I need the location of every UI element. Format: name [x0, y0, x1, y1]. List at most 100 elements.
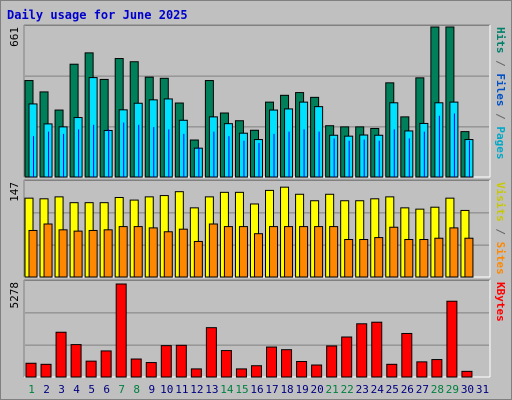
sites-bar: [223, 226, 233, 278]
x-tick-label: 7: [118, 383, 125, 396]
kbytes-bar: [416, 361, 428, 378]
kbytes-bar: [296, 360, 308, 378]
sites-bar: [148, 227, 158, 278]
sites-bar: [208, 223, 218, 278]
kbytes-bar: [431, 359, 443, 378]
kbytes-bar: [235, 368, 247, 378]
x-tick-label: 13: [205, 383, 218, 396]
sites-bar: [284, 226, 294, 278]
x-tick-label: 30: [461, 383, 474, 396]
middle-panel: [23, 179, 491, 278]
kbytes-bar: [356, 323, 368, 378]
middle-legend-part: /: [494, 222, 507, 242]
top-legend-part: Pages: [494, 126, 507, 159]
kbytes-bar: [250, 365, 262, 378]
kbytes-bar: [85, 360, 97, 378]
kbytes-bar: [160, 345, 172, 378]
x-tick-label: 2: [43, 383, 50, 396]
sites-bar: [419, 239, 429, 278]
x-tick-label: 14: [220, 383, 234, 396]
x-tick-label: 12: [190, 383, 203, 396]
kbytes-bar: [205, 327, 217, 378]
top-legend: Hits / Files / Pages: [494, 27, 507, 160]
top-legend-part: /: [494, 107, 507, 127]
x-tick-label: 6: [103, 383, 110, 396]
kbytes-bar: [386, 363, 398, 378]
bottom-max-label: 5278: [8, 282, 21, 309]
x-tick-label: 5: [88, 383, 95, 396]
kbytes-bar: [326, 345, 338, 378]
kbytes-bar: [130, 358, 142, 378]
top-panel: [23, 24, 491, 178]
x-tick-label: 24: [371, 383, 385, 396]
sites-bar: [238, 226, 248, 278]
chart-title: Daily usage for June 2025: [7, 8, 188, 22]
sites-bar: [434, 237, 444, 278]
kbytes-bar: [220, 350, 232, 378]
sites-bar: [389, 226, 399, 278]
kbytes-bar: [190, 368, 202, 378]
sites-bar: [344, 239, 354, 278]
kbytes-bar: [100, 350, 112, 378]
x-tick-label: 18: [280, 383, 293, 396]
sites-bar: [359, 239, 369, 278]
kbytes-bar: [145, 362, 157, 378]
x-tick-label: 4: [73, 383, 80, 396]
x-tick-label: 28: [431, 383, 444, 396]
sites-bar: [299, 226, 309, 278]
middle-legend: Visits / Sites: [494, 182, 507, 275]
kbytes-bar: [115, 283, 127, 378]
x-tick-label: 27: [416, 383, 429, 396]
x-tick-label: 1: [28, 383, 35, 396]
kbytes-bar: [70, 344, 82, 378]
kbytes-bar: [175, 344, 187, 378]
kbytes-bar: [371, 321, 383, 378]
sites-bar: [163, 231, 173, 278]
sites-bar: [178, 228, 188, 278]
x-tick-label: 8: [133, 383, 140, 396]
bottom-legend: KBytes: [494, 282, 507, 322]
middle-max-label: 147: [8, 182, 21, 202]
kbytes-bar: [446, 300, 458, 378]
sites-bar: [329, 226, 339, 278]
x-tick-label: 15: [235, 383, 248, 396]
x-tick-label: 10: [160, 383, 173, 396]
kbytes-bar: [311, 364, 323, 378]
x-tick-label: 31: [476, 383, 489, 396]
kbytes-bar: [25, 362, 37, 378]
sites-bar: [193, 240, 203, 278]
sites-bar: [43, 223, 53, 278]
middle-legend-part: Visits: [494, 182, 507, 222]
top-max-label: 661: [8, 27, 21, 47]
bottom-panel: [23, 279, 491, 378]
x-tick-label: 20: [311, 383, 324, 396]
kbytes-bar: [40, 363, 52, 378]
middle-legend-part: Sites: [494, 242, 507, 275]
x-tick-label: 29: [446, 383, 459, 396]
x-tick-label: 16: [250, 383, 263, 396]
sites-bar: [133, 226, 143, 278]
sites-bar: [58, 229, 68, 278]
kbytes-bar: [401, 332, 413, 378]
top-legend-part: /: [494, 54, 507, 74]
sites-bar: [449, 227, 459, 278]
sites-bar: [73, 230, 83, 278]
sites-bar: [103, 229, 113, 278]
sites-bar: [374, 237, 384, 278]
sites-bar: [314, 226, 324, 278]
kbytes-bar: [281, 349, 293, 378]
sites-bar: [404, 239, 414, 278]
kbytes-bar: [461, 370, 473, 378]
x-tick-label: 21: [326, 383, 339, 396]
x-tick-label: 25: [386, 383, 399, 396]
x-tick-label: 26: [401, 383, 414, 396]
x-tick-label: 17: [265, 383, 278, 396]
sites-bar: [269, 226, 279, 278]
x-tick-label: 9: [148, 383, 155, 396]
sites-bar: [88, 229, 98, 278]
x-tick-label: 19: [295, 383, 308, 396]
x-tick-label: 3: [58, 383, 65, 396]
kbytes-bar: [55, 331, 67, 378]
sites-bar: [28, 229, 38, 278]
